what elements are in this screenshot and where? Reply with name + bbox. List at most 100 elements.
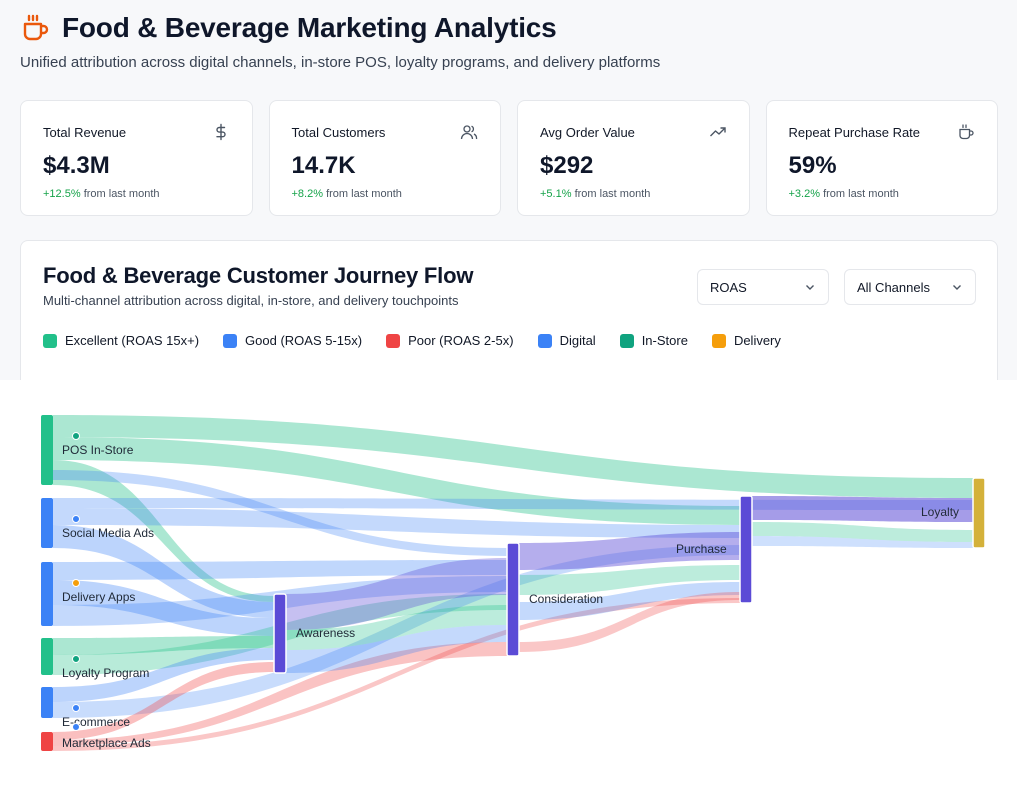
- sankey-link: [53, 560, 507, 580]
- channel-dot: [72, 704, 80, 712]
- metric-select-value: ROAS: [710, 279, 747, 295]
- sankey-node-label: Marketplace Ads: [62, 736, 151, 750]
- sankey-labels: POS In-Store Social Media Ads Delivery App…: [62, 432, 959, 750]
- legend-item-delivery: Delivery: [711, 333, 781, 348]
- channel-dot: [72, 723, 80, 731]
- legend-swatch: [537, 333, 552, 348]
- legend-item-digital: Digital: [537, 333, 596, 348]
- sankey-link: [53, 525, 274, 618]
- channel-dot: [72, 515, 80, 523]
- sankey-link: [53, 437, 740, 525]
- sankey-links: [53, 415, 973, 751]
- panel-subtitle: Multi-channel attribution across digital…: [43, 293, 459, 308]
- page-subtitle: Unified attribution across digital chann…: [20, 54, 661, 71]
- chevron-down-icon: [806, 285, 814, 290]
- sankey-source-node[interactable]: [41, 498, 53, 548]
- sankey-node-label: Delivery Apps: [62, 590, 135, 604]
- sankey-link: [53, 580, 274, 636]
- kpi-card-avg-order-value: Avg Order Value $292 +5.1% from last mon…: [517, 100, 750, 216]
- sankey-source-node[interactable]: [41, 562, 53, 626]
- legend-swatch: [619, 333, 634, 348]
- kpi-card-total-revenue: Total Revenue $4.3M +12.5% from last mon…: [20, 100, 253, 216]
- sankey-source-node[interactable]: [41, 638, 53, 675]
- sankey-link: [519, 592, 740, 652]
- kpi-change: +8.2% from last month: [291, 188, 402, 200]
- journey-panel: Food & Beverage Customer Journey Flow Mu…: [20, 240, 998, 380]
- kpi-card-repeat-purchase-rate: Repeat Purchase Rate 59% +3.2% from last…: [765, 100, 998, 216]
- kpi-value: $4.3M: [43, 152, 110, 179]
- sankey-stage-node[interactable]: [972, 477, 986, 549]
- coffee-cup-icon: [23, 14, 49, 41]
- sankey-node-label: Awareness: [296, 626, 355, 640]
- legend: Excellent (ROAS 15x+) Good (ROAS 5-15x) …: [43, 333, 781, 348]
- sankey-link: [53, 662, 274, 740]
- legend-swatch: [43, 333, 57, 348]
- legend-item-good: Good (ROAS 5-15x): [223, 333, 362, 348]
- sankey-node-label: Loyalty: [921, 505, 959, 519]
- sankey-link: [752, 522, 973, 542]
- kpi-value: 14.7K: [291, 152, 356, 179]
- sankey-link: [286, 605, 507, 650]
- channel-dot: [72, 579, 80, 587]
- sankey-link: [519, 582, 740, 620]
- sankey-link: [286, 625, 507, 673]
- sankey-link: [53, 508, 740, 538]
- sankey-source-node[interactable]: [41, 732, 53, 751]
- sankey-source-node[interactable]: [41, 415, 53, 485]
- legend-swatch: [711, 333, 726, 348]
- chevron-down-icon: [953, 285, 961, 290]
- sankey-link: [752, 496, 973, 522]
- sankey-stage-node[interactable]: [273, 593, 287, 674]
- sankey-link: [519, 532, 740, 570]
- sankey-stage-node[interactable]: [739, 495, 753, 604]
- legend-swatch: [223, 333, 238, 348]
- sankey-link: [53, 598, 740, 751]
- sankey-stage-node[interactable]: [506, 542, 520, 657]
- metric-select[interactable]: ROAS: [697, 269, 829, 305]
- legend-item-poor: Poor (ROAS 2-5x): [386, 333, 514, 348]
- sankey-source-node[interactable]: [41, 687, 53, 718]
- sankey-link: [53, 415, 973, 498]
- sankey-link: [53, 460, 274, 602]
- users-icon: [460, 125, 478, 140]
- sankey-nodes: [41, 415, 986, 751]
- channel-dot: [72, 432, 80, 440]
- kpi-change: +3.2% from last month: [788, 188, 899, 200]
- sankey-node-label: Social Media Ads: [62, 526, 154, 540]
- channel-select[interactable]: All Channels: [844, 269, 976, 305]
- sankey-link: [53, 636, 274, 655]
- sankey-node-label: Purchase: [676, 542, 727, 556]
- kpi-label: Avg Order Value: [540, 125, 635, 140]
- sankey-chart-area: POS In-Store Social Media Ads Delivery App…: [0, 380, 1017, 796]
- kpi-label: Repeat Purchase Rate: [788, 125, 921, 140]
- channel-select-value: All Channels: [857, 279, 930, 295]
- sankey-link: [53, 545, 740, 718]
- page-title: Food & Beverage Marketing Analytics: [62, 12, 557, 43]
- sankey-node-label: POS In-Store: [62, 443, 134, 457]
- trending-up-icon: [709, 127, 726, 137]
- page-header: Food & Beverage Marketing Analytics Unif…: [20, 12, 1000, 71]
- sankey-node-label: Consideration: [529, 592, 603, 606]
- kpi-change: +12.5% from last month: [43, 188, 160, 200]
- coffee-cup-icon: [959, 124, 974, 140]
- kpi-card-total-customers: Total Customers 14.7K +8.2% from last mo…: [268, 100, 501, 216]
- kpi-value: 59%: [788, 152, 837, 179]
- kpi-label: Total Revenue: [43, 125, 127, 140]
- channel-dot: [72, 655, 80, 663]
- legend-item-in-store: In-Store: [619, 333, 688, 348]
- sankey-link: [53, 642, 507, 746]
- dollar-icon: [215, 123, 226, 141]
- sankey-link: [286, 558, 507, 630]
- legend-swatch: [386, 333, 401, 348]
- kpi-value: $292: [540, 152, 594, 179]
- sankey-node-label: Loyalty Program: [62, 666, 149, 680]
- sankey-link: [752, 536, 973, 548]
- kpi-cards: Total Revenue $4.3M +12.5% from last mon…: [20, 100, 998, 216]
- sankey-link: [519, 565, 740, 595]
- panel-title: Food & Beverage Customer Journey Flow: [43, 263, 474, 288]
- sankey-chart: POS In-Store Social Media Ads Delivery App…: [41, 415, 986, 751]
- sankey-link: [53, 648, 274, 702]
- sankey-link: [53, 470, 507, 556]
- kpi-change: +5.1% from last month: [540, 188, 651, 200]
